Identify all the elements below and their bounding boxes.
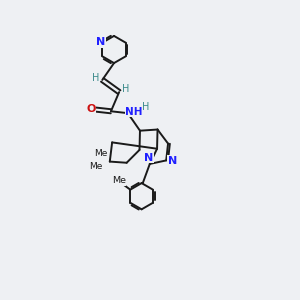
Text: Me: Me bbox=[90, 163, 103, 172]
Text: N: N bbox=[144, 153, 153, 163]
Text: H: H bbox=[142, 101, 149, 112]
Text: H: H bbox=[122, 84, 129, 94]
Text: Me: Me bbox=[94, 149, 107, 158]
Text: N: N bbox=[96, 38, 105, 47]
Text: NH: NH bbox=[125, 107, 143, 117]
Text: Me: Me bbox=[112, 176, 126, 185]
Text: N: N bbox=[168, 156, 177, 166]
Text: O: O bbox=[86, 104, 96, 114]
Text: H: H bbox=[92, 73, 99, 82]
